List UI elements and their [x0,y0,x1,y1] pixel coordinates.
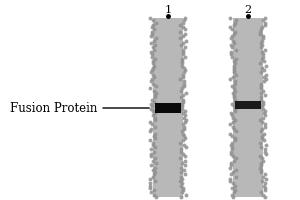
Text: Fusion Protein: Fusion Protein [10,102,149,114]
Text: 1: 1 [164,5,172,15]
Bar [235,101,261,109]
Bar [153,18,183,197]
Text: 2: 2 [244,5,252,15]
Bar [233,18,263,197]
Bar [155,103,181,113]
